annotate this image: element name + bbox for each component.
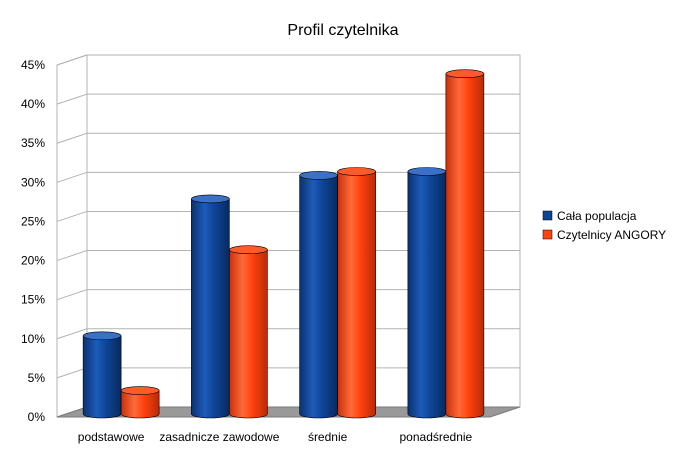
legend: Cała populacja Czytelnicy ANGORY (542, 209, 666, 242)
bar-0-3 (407, 167, 447, 419)
bar-top-0-3 (407, 167, 447, 176)
bar-body-1-1 (229, 249, 268, 419)
legend-label-1: Czytelnicy ANGORY (557, 228, 666, 242)
grid-line-7 (56, 132, 520, 144)
x-axis-ticks: podstawowe zasadnicze zawodowe średnie pona… (78, 430, 473, 444)
legend-label-0: Cała populacja (557, 209, 637, 223)
y-tick-label-2: 10% (21, 332, 45, 346)
bar-top-1-2 (337, 167, 376, 176)
y-tick-label-8: 40% (21, 97, 45, 111)
bar-1-0 (120, 386, 160, 419)
bar-1-1 (229, 245, 268, 419)
x-tick-label-3: ponadśrednie (400, 430, 473, 444)
bar-body-1-0 (120, 390, 160, 419)
grid-line-9 (56, 54, 520, 66)
bar-body-0-0 (82, 335, 122, 419)
y-tick-label-5: 25% (21, 214, 45, 228)
bar-body-1-2 (337, 171, 376, 419)
side-wall (56, 54, 88, 418)
y-tick-label-9: 45% (21, 58, 45, 72)
bar-0-1 (191, 194, 230, 419)
bar-top-1-1 (229, 245, 268, 255)
bar-top-1-0 (120, 386, 160, 395)
bar-1-2 (337, 167, 376, 419)
bar-top-0-0 (82, 331, 122, 341)
bar-top-1-3 (445, 69, 485, 79)
legend-swatch-0 (542, 210, 553, 221)
grid-line-8 (56, 93, 520, 105)
bar-1-3 (445, 69, 485, 419)
chart-title: Profil czytelnika (287, 22, 398, 39)
bar-0-0 (82, 331, 122, 419)
y-tick-label-4: 20% (21, 254, 45, 268)
bar-body-1-3 (445, 73, 485, 419)
x-tick-label-0: podstawowe (78, 430, 145, 444)
bar-body-0-2 (299, 175, 338, 419)
y-tick-label-6: 30% (21, 175, 45, 189)
y-tick-label-0: 0% (28, 410, 46, 424)
bars (82, 69, 485, 419)
y-tick-label-7: 35% (21, 136, 45, 150)
bar-top-0-1 (191, 194, 230, 204)
y-axis-ticks: 0% 5% 10% 15% 20% 25% 30% 35% 40% 45% (21, 58, 45, 424)
y-tick-label-1: 5% (28, 371, 46, 385)
y-tick-label-3: 15% (21, 293, 45, 307)
bar-top-0-2 (299, 171, 338, 180)
legend-swatch-1 (542, 229, 553, 240)
x-tick-label-2: średnie (308, 430, 348, 444)
bar-body-0-3 (407, 171, 447, 419)
bar-0-2 (299, 171, 338, 419)
x-tick-label-1: zasadnicze zawodowe (159, 430, 279, 444)
bar-body-0-1 (191, 198, 230, 419)
